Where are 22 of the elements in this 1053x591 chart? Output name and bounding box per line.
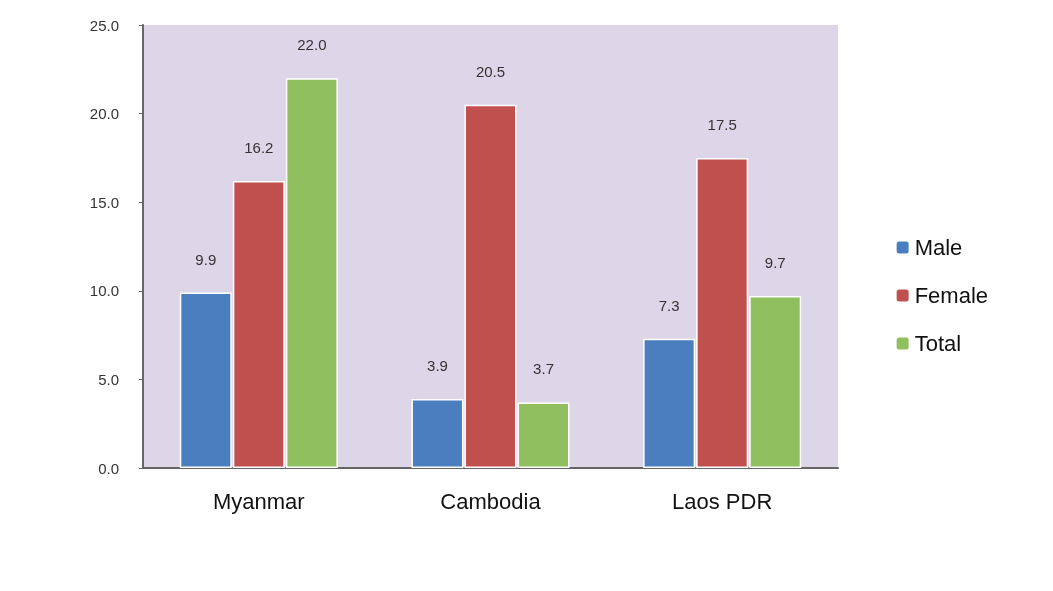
legend-label: Total	[914, 331, 962, 356]
x-tick-label: Myanmar	[212, 488, 305, 514]
data-label: 17.5	[707, 115, 737, 133]
data-label: 20.5	[475, 62, 506, 80]
data-label: 22.0	[297, 36, 327, 54]
data-label: 3.7	[533, 360, 554, 378]
y-tick-label: 15.0	[89, 193, 119, 211]
legend-label: Male	[914, 235, 963, 260]
data-label: 16.2	[244, 138, 274, 156]
data-label: 9.7	[764, 254, 786, 272]
x-tick-label: Laos PDR	[672, 488, 773, 514]
data-label: 7.3	[658, 296, 680, 314]
y-tick-label: 0.0	[98, 459, 119, 477]
legend-label: Female	[914, 283, 988, 308]
y-tick-label: 10.0	[89, 282, 119, 300]
y-tick-label: 5.0	[98, 370, 119, 388]
y-tick-label: 25.0	[89, 16, 119, 34]
y-tick-label: 20.0	[89, 105, 119, 123]
bar	[411, 398, 464, 468]
data-label: 3.9	[427, 356, 448, 374]
data-label: 9.9	[195, 250, 217, 268]
x-tick-label: Cambodia	[440, 488, 542, 514]
